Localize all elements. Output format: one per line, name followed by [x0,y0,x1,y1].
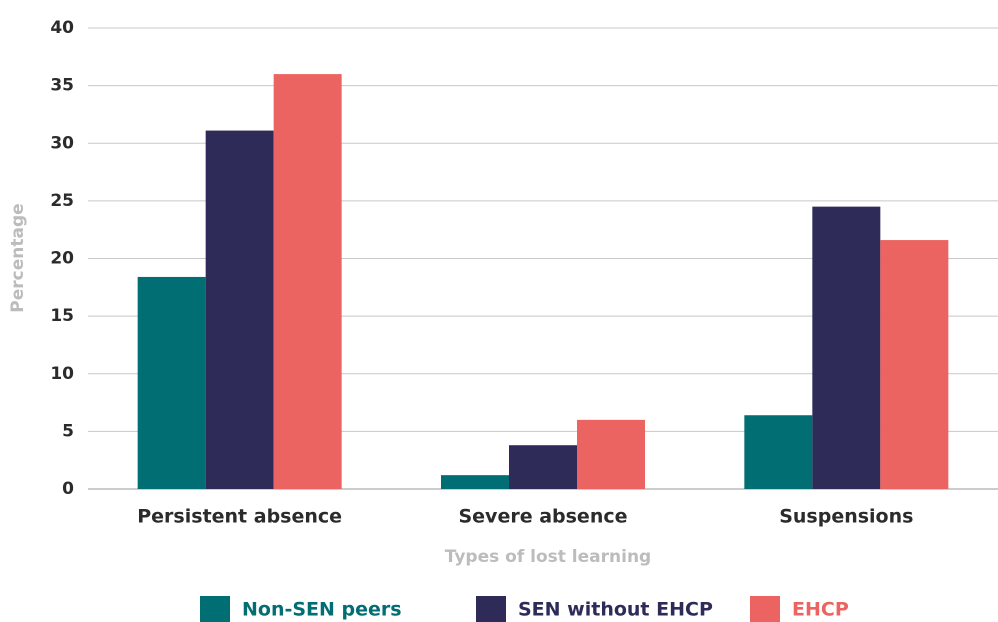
bar [509,445,577,489]
y-tick-label: 10 [50,364,74,384]
y-tick-label: 5 [62,421,74,441]
bar [273,74,342,489]
y-tick-label: 35 [50,76,74,96]
y-tick-label: 25 [50,191,74,211]
y-axis-label: Percentage [8,203,28,312]
x-tick-label: Suspensions [779,506,913,528]
bar [441,475,509,489]
y-tick-label: 30 [50,133,74,153]
bar [577,419,645,489]
x-axis-label: Types of lost learning [445,547,651,567]
bar [137,276,206,489]
bar [812,206,881,489]
bar [880,240,949,489]
legend-label: EHCP [792,599,849,621]
legend-swatch [476,596,506,622]
y-tick-label: 0 [62,479,74,499]
legend-swatch [750,596,780,622]
bar [205,130,274,489]
bar [744,415,813,489]
y-tick-label: 15 [50,306,74,326]
x-tick-label: Severe absence [458,506,627,528]
legend-label: SEN without EHCP [518,599,713,621]
x-tick-label: Persistent absence [137,506,342,528]
y-tick-label: 40 [50,18,74,38]
legend-label: Non-SEN peers [242,599,402,621]
legend-swatch [200,596,230,622]
y-tick-label: 20 [50,249,74,269]
